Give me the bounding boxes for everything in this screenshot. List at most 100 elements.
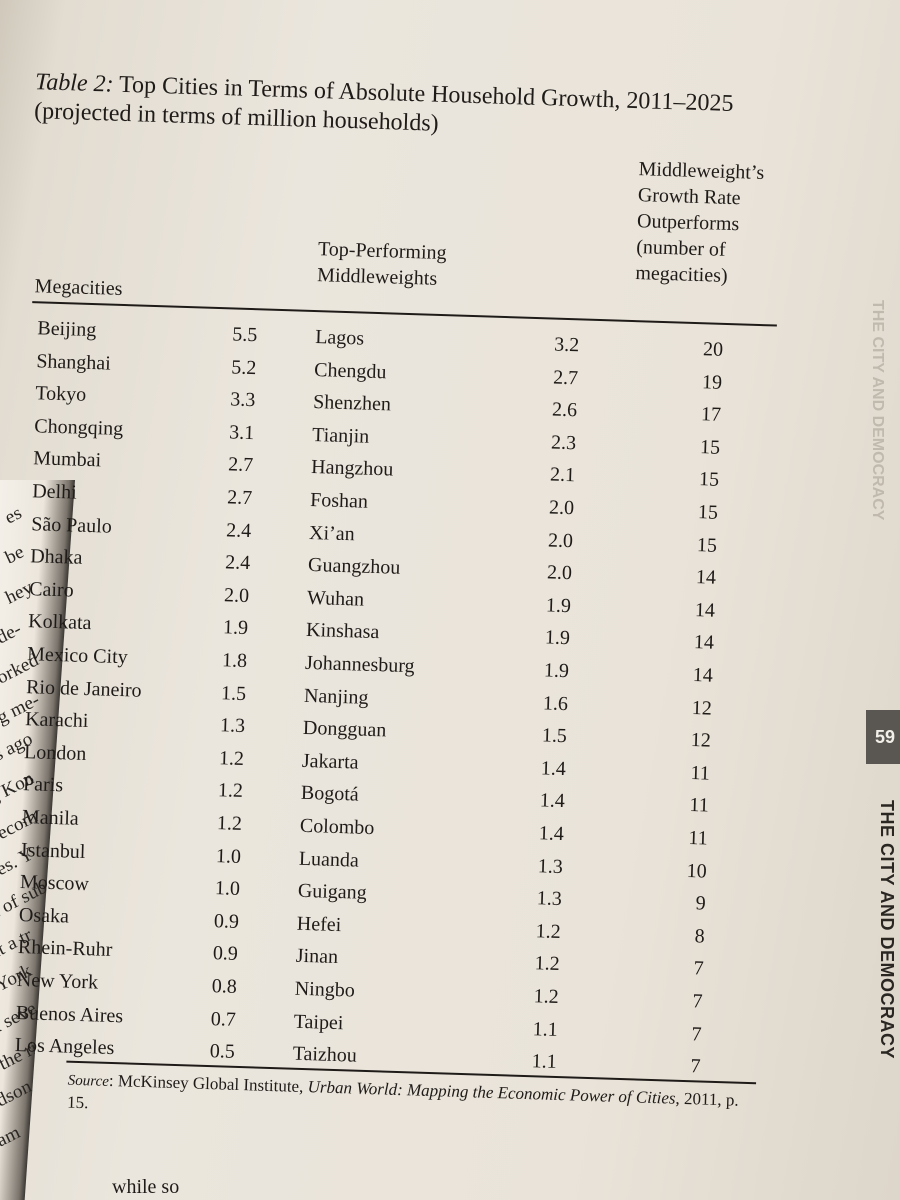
megacity-name: São Paulo: [30, 512, 113, 538]
outperforms-count: 7: [692, 990, 703, 1013]
outperforms-count: 7: [690, 1055, 701, 1078]
middleweight-name: Dongguan: [302, 717, 387, 742]
middleweight-growth: 1.2: [535, 920, 562, 943]
middleweight-name: Jinan: [295, 945, 339, 969]
outperforms-count: 14: [692, 664, 714, 687]
header-outperforms-line-4: (number of: [635, 236, 726, 261]
middleweight-growth: 1.5: [541, 724, 568, 748]
megacity-name: Manila: [21, 806, 80, 830]
source-text-before: : McKinsey Global Institute,: [108, 1070, 308, 1097]
middleweight-name: Colombo: [299, 814, 375, 840]
megacity-name: Beijing: [37, 317, 97, 342]
megacity-growth: 0.9: [213, 909, 240, 933]
outperforms-count: 10: [686, 859, 708, 883]
middleweight-name: Bogotá: [300, 782, 360, 807]
middleweight-name: Xi’an: [308, 521, 356, 545]
bleed-through-running-head: THE CITY AND DEMOCRACY: [869, 300, 886, 521]
megacity-growth: 1.5: [220, 681, 247, 705]
middleweight-name: Tianjin: [311, 423, 370, 448]
outperforms-count: 14: [695, 566, 717, 589]
megacity-name: Tokyo: [35, 382, 87, 407]
household-growth-table: Table 2: Top Cities in Terms of Absolute…: [0, 55, 792, 1168]
table-label: Table 2:: [34, 69, 114, 98]
source-label: Source: [67, 1072, 110, 1090]
header-outperforms-line-1: Middleweight’s: [638, 158, 765, 185]
megacity-name: Osaka: [18, 903, 70, 928]
megacity-growth: 3.1: [228, 421, 255, 444]
middleweight-name: Chengdu: [313, 358, 387, 383]
outperforms-count: 15: [698, 468, 720, 492]
middleweight-name: Guangzhou: [307, 554, 401, 580]
middleweight-growth: 1.1: [531, 1050, 557, 1074]
megacity-growth: 1.2: [218, 747, 245, 770]
middleweight-growth: 1.4: [538, 822, 565, 846]
middleweight-name: Ningbo: [294, 977, 356, 1002]
megacity-name: Dhaka: [29, 545, 83, 570]
megacity-name: New York: [16, 968, 99, 994]
middleweight-growth: 2.0: [547, 529, 574, 552]
megacity-growth: 0.7: [210, 1007, 237, 1031]
megacity-name: Karachi: [24, 708, 89, 733]
megacity-growth: 2.7: [226, 486, 253, 510]
middleweight-name: Taizhou: [292, 1042, 358, 1067]
megacity-growth: 0.5: [209, 1040, 236, 1064]
megacity-name: Shanghai: [36, 349, 112, 375]
header-middleweights: Top-Performing Middleweights: [317, 236, 447, 292]
middleweight-growth: 2.3: [550, 431, 577, 455]
megacity-growth: 2.7: [227, 453, 254, 477]
megacity-name: Istanbul: [20, 838, 86, 863]
megacity-name: Paris: [22, 773, 64, 797]
outperforms-count: 11: [690, 761, 711, 785]
middleweight-name: Shenzhen: [312, 391, 392, 416]
header-middleweights-line-2: Middleweights: [316, 264, 438, 290]
outperforms-count: 12: [691, 696, 713, 720]
megacity-name: Los Angeles: [14, 1034, 115, 1060]
middleweight-growth: 1.2: [533, 985, 560, 1009]
header-middleweights-line-1: Top-Performing: [317, 238, 447, 265]
header-outperforms-line-5: megacities): [635, 262, 728, 287]
megacity-growth: 3.3: [229, 388, 256, 412]
megacity-growth: 1.0: [214, 877, 241, 901]
middleweight-growth: 1.9: [543, 659, 570, 683]
outperforms-count: 12: [690, 729, 712, 752]
middleweight-growth: 1.4: [539, 789, 566, 813]
outperforms-count: 15: [697, 501, 719, 524]
outperforms-count: 7: [691, 1022, 702, 1046]
outperforms-count: 14: [693, 631, 715, 655]
megacity-name: Cairo: [28, 577, 74, 602]
megacity-name: Kolkata: [27, 610, 92, 635]
header-megacities: Megacities: [34, 275, 123, 300]
megacity-growth: 1.9: [222, 616, 249, 640]
megacity-growth: 1.2: [216, 812, 243, 835]
page-number: 59: [874, 726, 896, 747]
middleweight-name: Kinshasa: [305, 619, 380, 644]
middleweight-growth: 2.6: [551, 398, 578, 422]
megacity-growth: 1.0: [215, 844, 242, 868]
middleweight-name: Foshan: [309, 488, 369, 513]
megacity-growth: 1.8: [221, 649, 248, 673]
megacity-growth: 5.2: [230, 356, 257, 379]
middleweight-growth: 2.0: [546, 561, 573, 585]
megacity-growth: 1.3: [219, 714, 246, 738]
middleweight-growth: 1.9: [544, 626, 571, 650]
megacity-name: Rio de Janeiro: [25, 675, 142, 702]
megacity-name: Mumbai: [32, 447, 102, 472]
middleweight-growth: 1.9: [545, 594, 572, 617]
middleweight-growth: 1.2: [534, 952, 561, 976]
outperforms-count: 15: [696, 533, 718, 557]
middleweight-name: Wuhan: [306, 586, 365, 611]
middleweight-name: Johannesburg: [304, 651, 415, 678]
header-outperforms-line-3: Outperforms: [636, 210, 740, 236]
megacity-name: Delhi: [31, 480, 78, 504]
outperforms-count: 20: [702, 338, 724, 361]
header-outperforms-line-2: Growth Rate: [637, 184, 741, 210]
middleweight-name: Jakarta: [301, 749, 359, 774]
megacity-growth: 2.4: [225, 518, 252, 542]
megacity-growth: 2.4: [224, 551, 251, 575]
megacity-name: London: [23, 740, 87, 765]
middleweight-growth: 2.7: [552, 366, 579, 389]
outperforms-count: 11: [688, 827, 709, 850]
middleweight-growth: 2.0: [548, 496, 575, 520]
middleweight-growth: 1.4: [540, 757, 567, 780]
